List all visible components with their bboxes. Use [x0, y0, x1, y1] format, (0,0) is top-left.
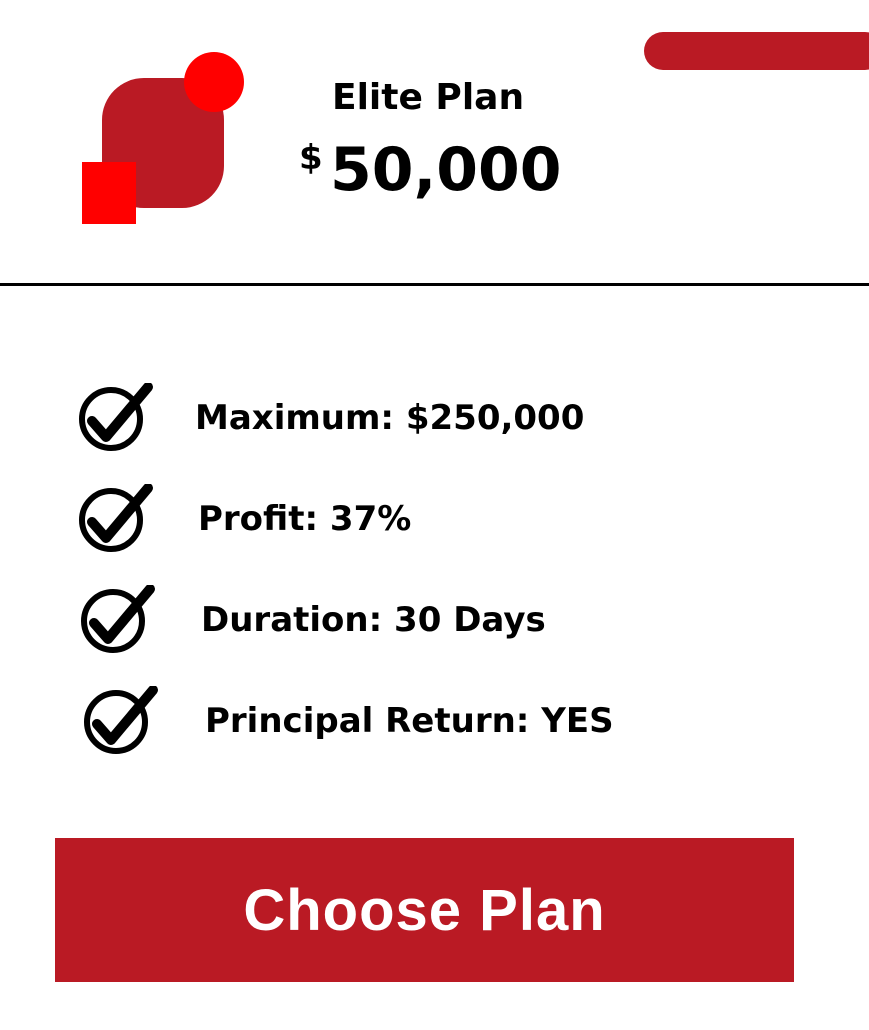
check-circle-icon — [81, 585, 155, 653]
feature-label: Profit: 37% — [198, 499, 412, 539]
plan-logo-icon — [82, 52, 244, 224]
header-divider — [0, 283, 869, 286]
feature-label: Duration: 30 Days — [201, 600, 546, 640]
feature-label: Maximum: $250,000 — [195, 398, 585, 438]
decorative-pill — [644, 32, 869, 70]
check-circle-icon — [79, 383, 153, 451]
check-circle-icon — [79, 484, 153, 552]
plan-price: 50,000 — [330, 135, 562, 205]
choose-plan-button[interactable]: Choose Plan — [55, 838, 794, 982]
feature-item-duration: Duration: 30 Days — [80, 585, 640, 655]
feature-item-principal-return: Principal Return: YES — [83, 686, 643, 756]
feature-item-profit: Profit: 37% — [78, 484, 638, 554]
feature-item-maximum: Maximum: $250,000 — [78, 383, 638, 453]
check-circle-icon — [84, 686, 158, 754]
price-currency-symbol: $ — [299, 138, 323, 178]
plan-name: Elite Plan — [332, 77, 525, 118]
feature-label: Principal Return: YES — [205, 701, 614, 741]
